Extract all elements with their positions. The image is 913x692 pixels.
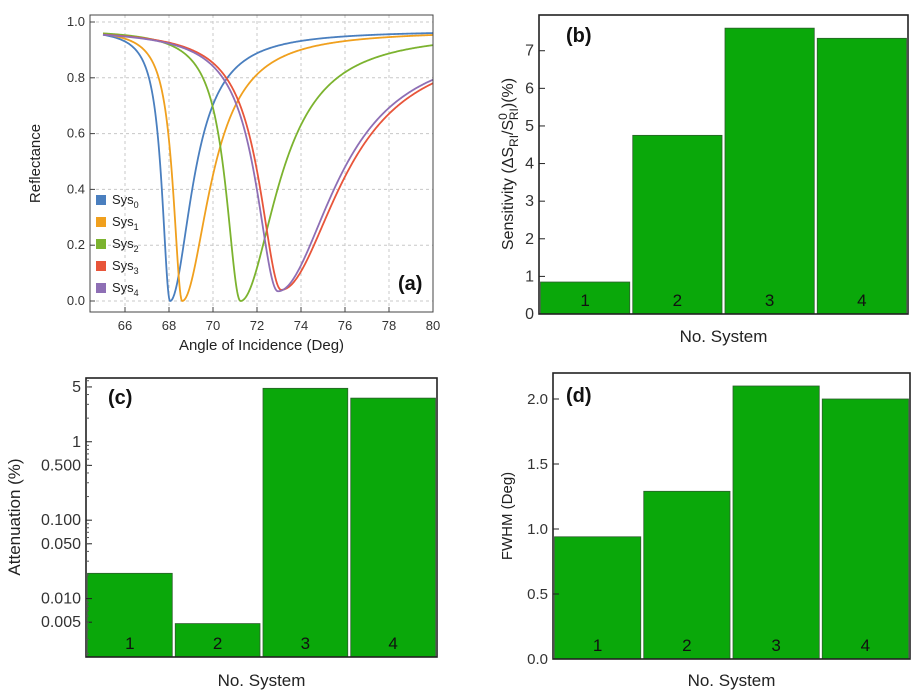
- panel-label: (d): [566, 385, 592, 407]
- bar-4: [350, 397, 436, 658]
- plot-frame: [538, 14, 909, 315]
- y-axis-label: Reflectance: [27, 124, 44, 203]
- panel-label: (b): [566, 25, 592, 47]
- legend-label: Sys1: [112, 214, 139, 232]
- legend-swatch: [96, 217, 106, 227]
- bar-label: 3: [771, 636, 780, 655]
- y-tick-label: 0.050: [41, 536, 81, 553]
- series-line-sys0: [102, 32, 434, 303]
- y-tick-label: 0: [525, 306, 534, 323]
- y-tick-label: 0.005: [41, 614, 81, 631]
- y-tick-label: 0.010: [41, 591, 81, 608]
- bar-label: 4: [857, 291, 866, 310]
- y-axis-label: FWHM (Deg): [499, 472, 516, 560]
- bar-2: [174, 623, 261, 658]
- legend-label: Sys0: [112, 192, 139, 210]
- legend-label: Sys2: [112, 236, 139, 254]
- x-axis-label: Angle of Incidence (Deg): [179, 337, 344, 354]
- x-tick-label: 76: [338, 318, 352, 333]
- y-tick-label: 1.0: [67, 14, 85, 29]
- bar-label: 1: [593, 636, 602, 655]
- x-axis-label: No. System: [688, 671, 776, 690]
- bar-3: [732, 385, 820, 660]
- bar-label: 3: [765, 291, 774, 310]
- bar-1: [540, 281, 631, 315]
- bar-label: 1: [125, 634, 134, 653]
- y-tick-label: 0.5: [527, 586, 548, 603]
- x-axis-label: No. System: [680, 327, 768, 346]
- y-tick-label: 6: [525, 80, 534, 97]
- series-line-sys1: [102, 33, 434, 302]
- bar-3: [262, 387, 349, 658]
- bar-label: 1: [580, 291, 589, 310]
- bar-2: [632, 134, 723, 315]
- panel-d: 1 2 3 4 0.0 0.5 1.0 1.5 2.0 No. System (d) FWHM (De…: [499, 372, 911, 690]
- plot-frame: [85, 377, 438, 658]
- legend-label: Sys3: [112, 258, 139, 276]
- x-tick-label: 70: [206, 318, 220, 333]
- y-tick-label: 2.0: [527, 391, 548, 408]
- bar-2: [643, 490, 731, 660]
- y-tick-label: 0.8: [67, 70, 85, 85]
- x-tick-label: 74: [294, 318, 308, 333]
- bar-4: [816, 37, 907, 315]
- x-tick-label: 68: [162, 318, 176, 333]
- x-tick-label: 66: [118, 318, 132, 333]
- y-tick-label: 0.0: [527, 651, 548, 668]
- bar-label: 4: [388, 634, 397, 653]
- legend-swatch: [96, 239, 106, 249]
- y-axis-label: Sensitivity (ΔSRI/S0RI)(%): [496, 78, 521, 250]
- plot-frame: [552, 372, 911, 660]
- y-tick-label: 0.4: [67, 181, 85, 196]
- panel-a: 66 68 70 72 74 76 78 80 0.0 0.2 0.4 0.6 0.8 1.0 Angle …: [27, 14, 440, 354]
- y-tick-label: 2: [525, 231, 534, 248]
- x-tick-label: 80: [426, 318, 440, 333]
- y-tick-label: 0.2: [67, 237, 85, 252]
- plot-frame: [89, 14, 434, 313]
- x-tick-label: 72: [250, 318, 264, 333]
- bar-label: 2: [213, 634, 222, 653]
- legend-swatch: [96, 283, 106, 293]
- bar-1: [87, 572, 173, 658]
- bar-label: 2: [682, 636, 691, 655]
- x-axis-label: No. System: [218, 671, 306, 690]
- bar-label: 3: [301, 634, 310, 653]
- bar-4: [821, 398, 909, 660]
- panel-c: 1 2 3 4 0.005 0.010 0.050 0.100 0.500 1 5 No. Syste…: [5, 377, 438, 690]
- plot-area: [90, 15, 433, 312]
- y-tick-label: 4: [525, 156, 534, 173]
- y-axis-label: Attenuation (%): [5, 458, 24, 575]
- y-tick-label: 5: [72, 379, 81, 396]
- x-tick-label: 78: [382, 318, 396, 333]
- y-tick-label: 0.500: [41, 457, 81, 474]
- bar-3: [724, 27, 815, 315]
- legend: Sys0 Sys1 Sys2 Sys3 Sys4: [96, 192, 139, 298]
- y-tick-label: 0.100: [41, 512, 81, 529]
- bar-label: 4: [861, 636, 870, 655]
- legend-swatch: [96, 195, 106, 205]
- y-tick-label: 1.0: [527, 521, 548, 538]
- panel-label: (a): [398, 273, 422, 295]
- y-tick-label: 1: [72, 434, 81, 451]
- y-tick-label: 0.6: [67, 126, 85, 141]
- bar-label: 2: [673, 291, 682, 310]
- panel-label: (c): [108, 387, 132, 409]
- y-tick-label: 7: [525, 43, 534, 60]
- y-tick-label: 1.5: [527, 456, 548, 473]
- legend-label: Sys4: [112, 280, 139, 298]
- panel-b: 1 2 3 4 0 1 2 3 4 5 6 7 No. System (b) Sensitivity (ΔS…: [496, 14, 909, 346]
- bar-1: [554, 536, 642, 660]
- y-tick-label: 1: [525, 268, 534, 285]
- y-tick-label: 3: [525, 193, 534, 210]
- y-tick-label: 0.0: [67, 293, 85, 308]
- legend-swatch: [96, 261, 106, 271]
- series-line-sys4: [102, 33, 434, 293]
- y-tick-label: 5: [525, 118, 534, 135]
